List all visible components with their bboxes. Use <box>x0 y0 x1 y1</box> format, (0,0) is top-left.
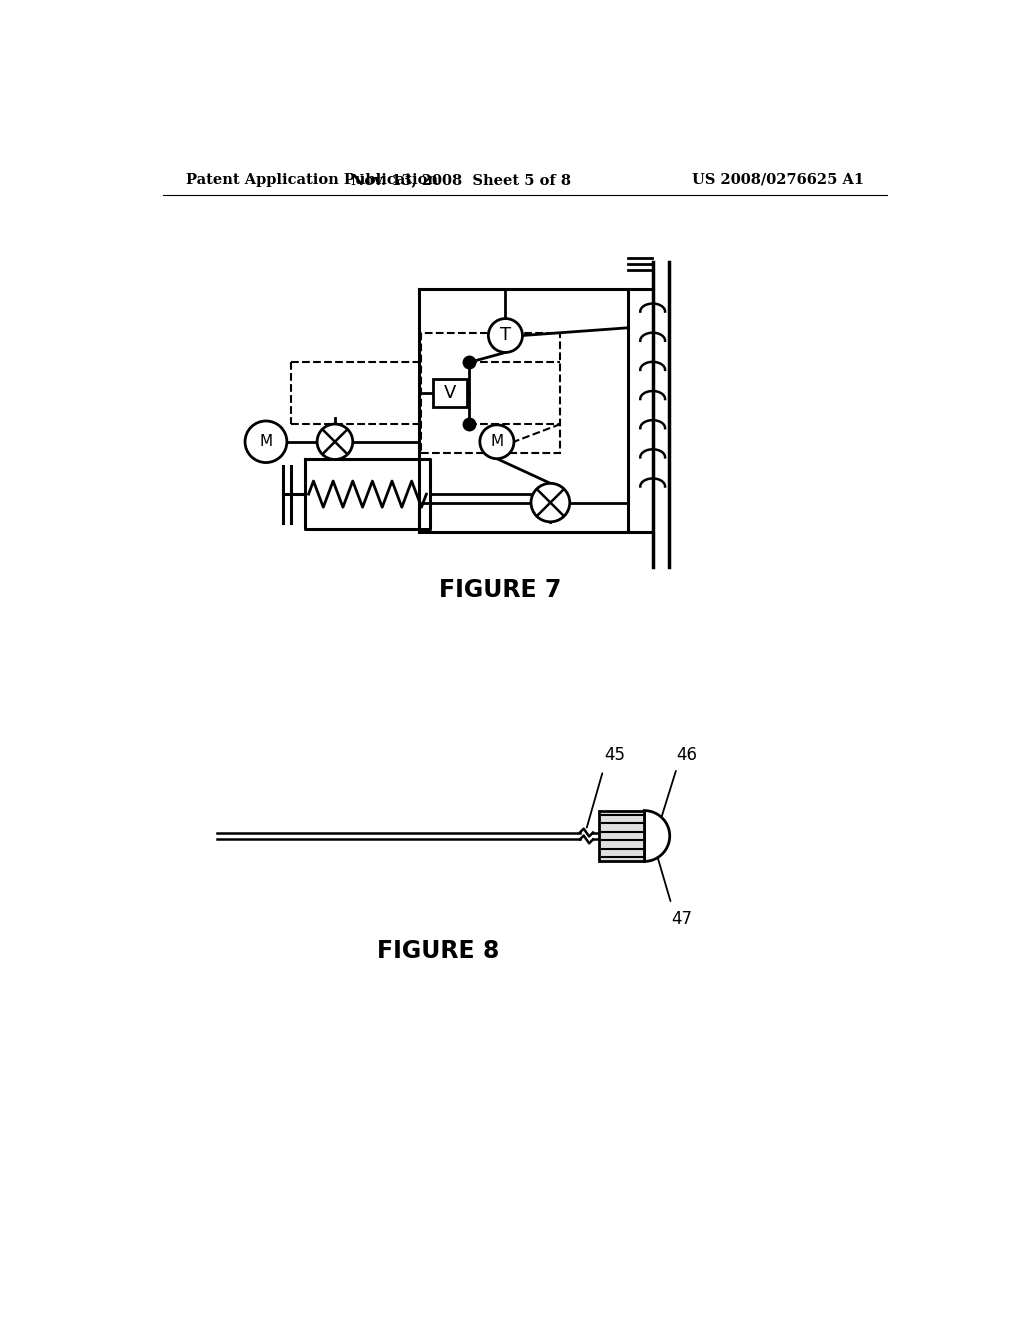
Circle shape <box>488 318 522 352</box>
Bar <box>432 379 467 407</box>
Circle shape <box>245 421 287 462</box>
Text: V: V <box>443 384 456 403</box>
Text: FIGURE 7: FIGURE 7 <box>439 578 561 602</box>
Circle shape <box>480 425 514 459</box>
Circle shape <box>531 483 569 521</box>
Circle shape <box>317 424 352 459</box>
Text: T: T <box>500 326 511 345</box>
Bar <box>599 810 644 862</box>
Text: US 2008/0276625 A1: US 2008/0276625 A1 <box>692 173 864 187</box>
Text: M: M <box>259 434 272 449</box>
Text: 45: 45 <box>604 746 626 764</box>
Text: Patent Application Publication: Patent Application Publication <box>186 173 438 187</box>
Text: Nov. 13, 2008  Sheet 5 of 8: Nov. 13, 2008 Sheet 5 of 8 <box>351 173 571 187</box>
Text: 47: 47 <box>672 909 692 928</box>
Text: FIGURE 8: FIGURE 8 <box>377 940 499 964</box>
Bar <box>421 333 560 453</box>
Text: M: M <box>490 434 504 449</box>
Text: 46: 46 <box>677 746 697 763</box>
